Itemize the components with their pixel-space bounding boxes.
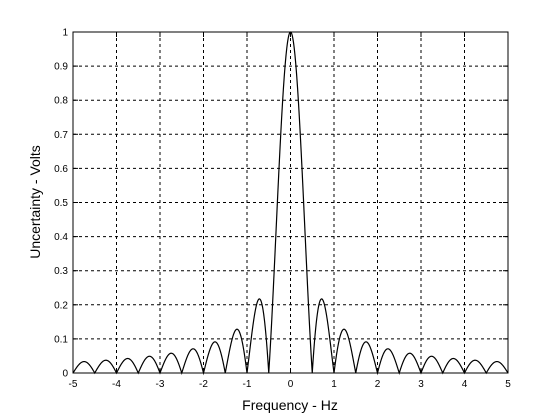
y-tick-label: 0.4 bbox=[54, 232, 68, 243]
y-tick-label: 1 bbox=[62, 28, 68, 39]
x-axis-tick-labels: -5 -4 -3 -2 -1 0 1 2 3 4 5 bbox=[69, 379, 512, 390]
y-tick-label: 0.3 bbox=[54, 266, 68, 277]
y-tick-label: 0.2 bbox=[54, 300, 68, 311]
x-axis-label: Frequency - Hz bbox=[242, 397, 338, 413]
x-tick-label: 0 bbox=[288, 379, 294, 390]
tick-marks bbox=[72, 31, 509, 374]
y-tick-label: 0.1 bbox=[54, 334, 68, 345]
plot-area bbox=[72, 31, 509, 376]
y-tick-label: 0.9 bbox=[54, 62, 68, 73]
x-tick-label: 2 bbox=[375, 379, 381, 390]
y-axis-tick-labels: 0 0.1 0.2 0.3 0.4 0.5 0.6 0.7 0.8 0.9 1 bbox=[54, 28, 68, 380]
y-tick-label: 0.6 bbox=[54, 164, 68, 175]
x-tick-label: -1 bbox=[243, 379, 252, 390]
x-tick-label: -3 bbox=[156, 379, 165, 390]
y-tick-label: 0.8 bbox=[54, 96, 68, 107]
x-tick-label: 4 bbox=[462, 379, 468, 390]
x-tick-label: 1 bbox=[331, 379, 337, 390]
x-tick-label: 5 bbox=[505, 379, 511, 390]
x-tick-label: -4 bbox=[112, 379, 121, 390]
y-axis-label: Uncertainty - Volts bbox=[27, 145, 43, 259]
x-tick-label: -5 bbox=[69, 379, 78, 390]
y-tick-label: 0.5 bbox=[54, 198, 68, 209]
x-tick-label: -2 bbox=[199, 379, 208, 390]
x-tick-label: 3 bbox=[418, 379, 424, 390]
grid-lines bbox=[73, 32, 508, 373]
y-tick-label: 0.7 bbox=[54, 130, 68, 141]
y-tick-label: 0 bbox=[62, 369, 68, 380]
